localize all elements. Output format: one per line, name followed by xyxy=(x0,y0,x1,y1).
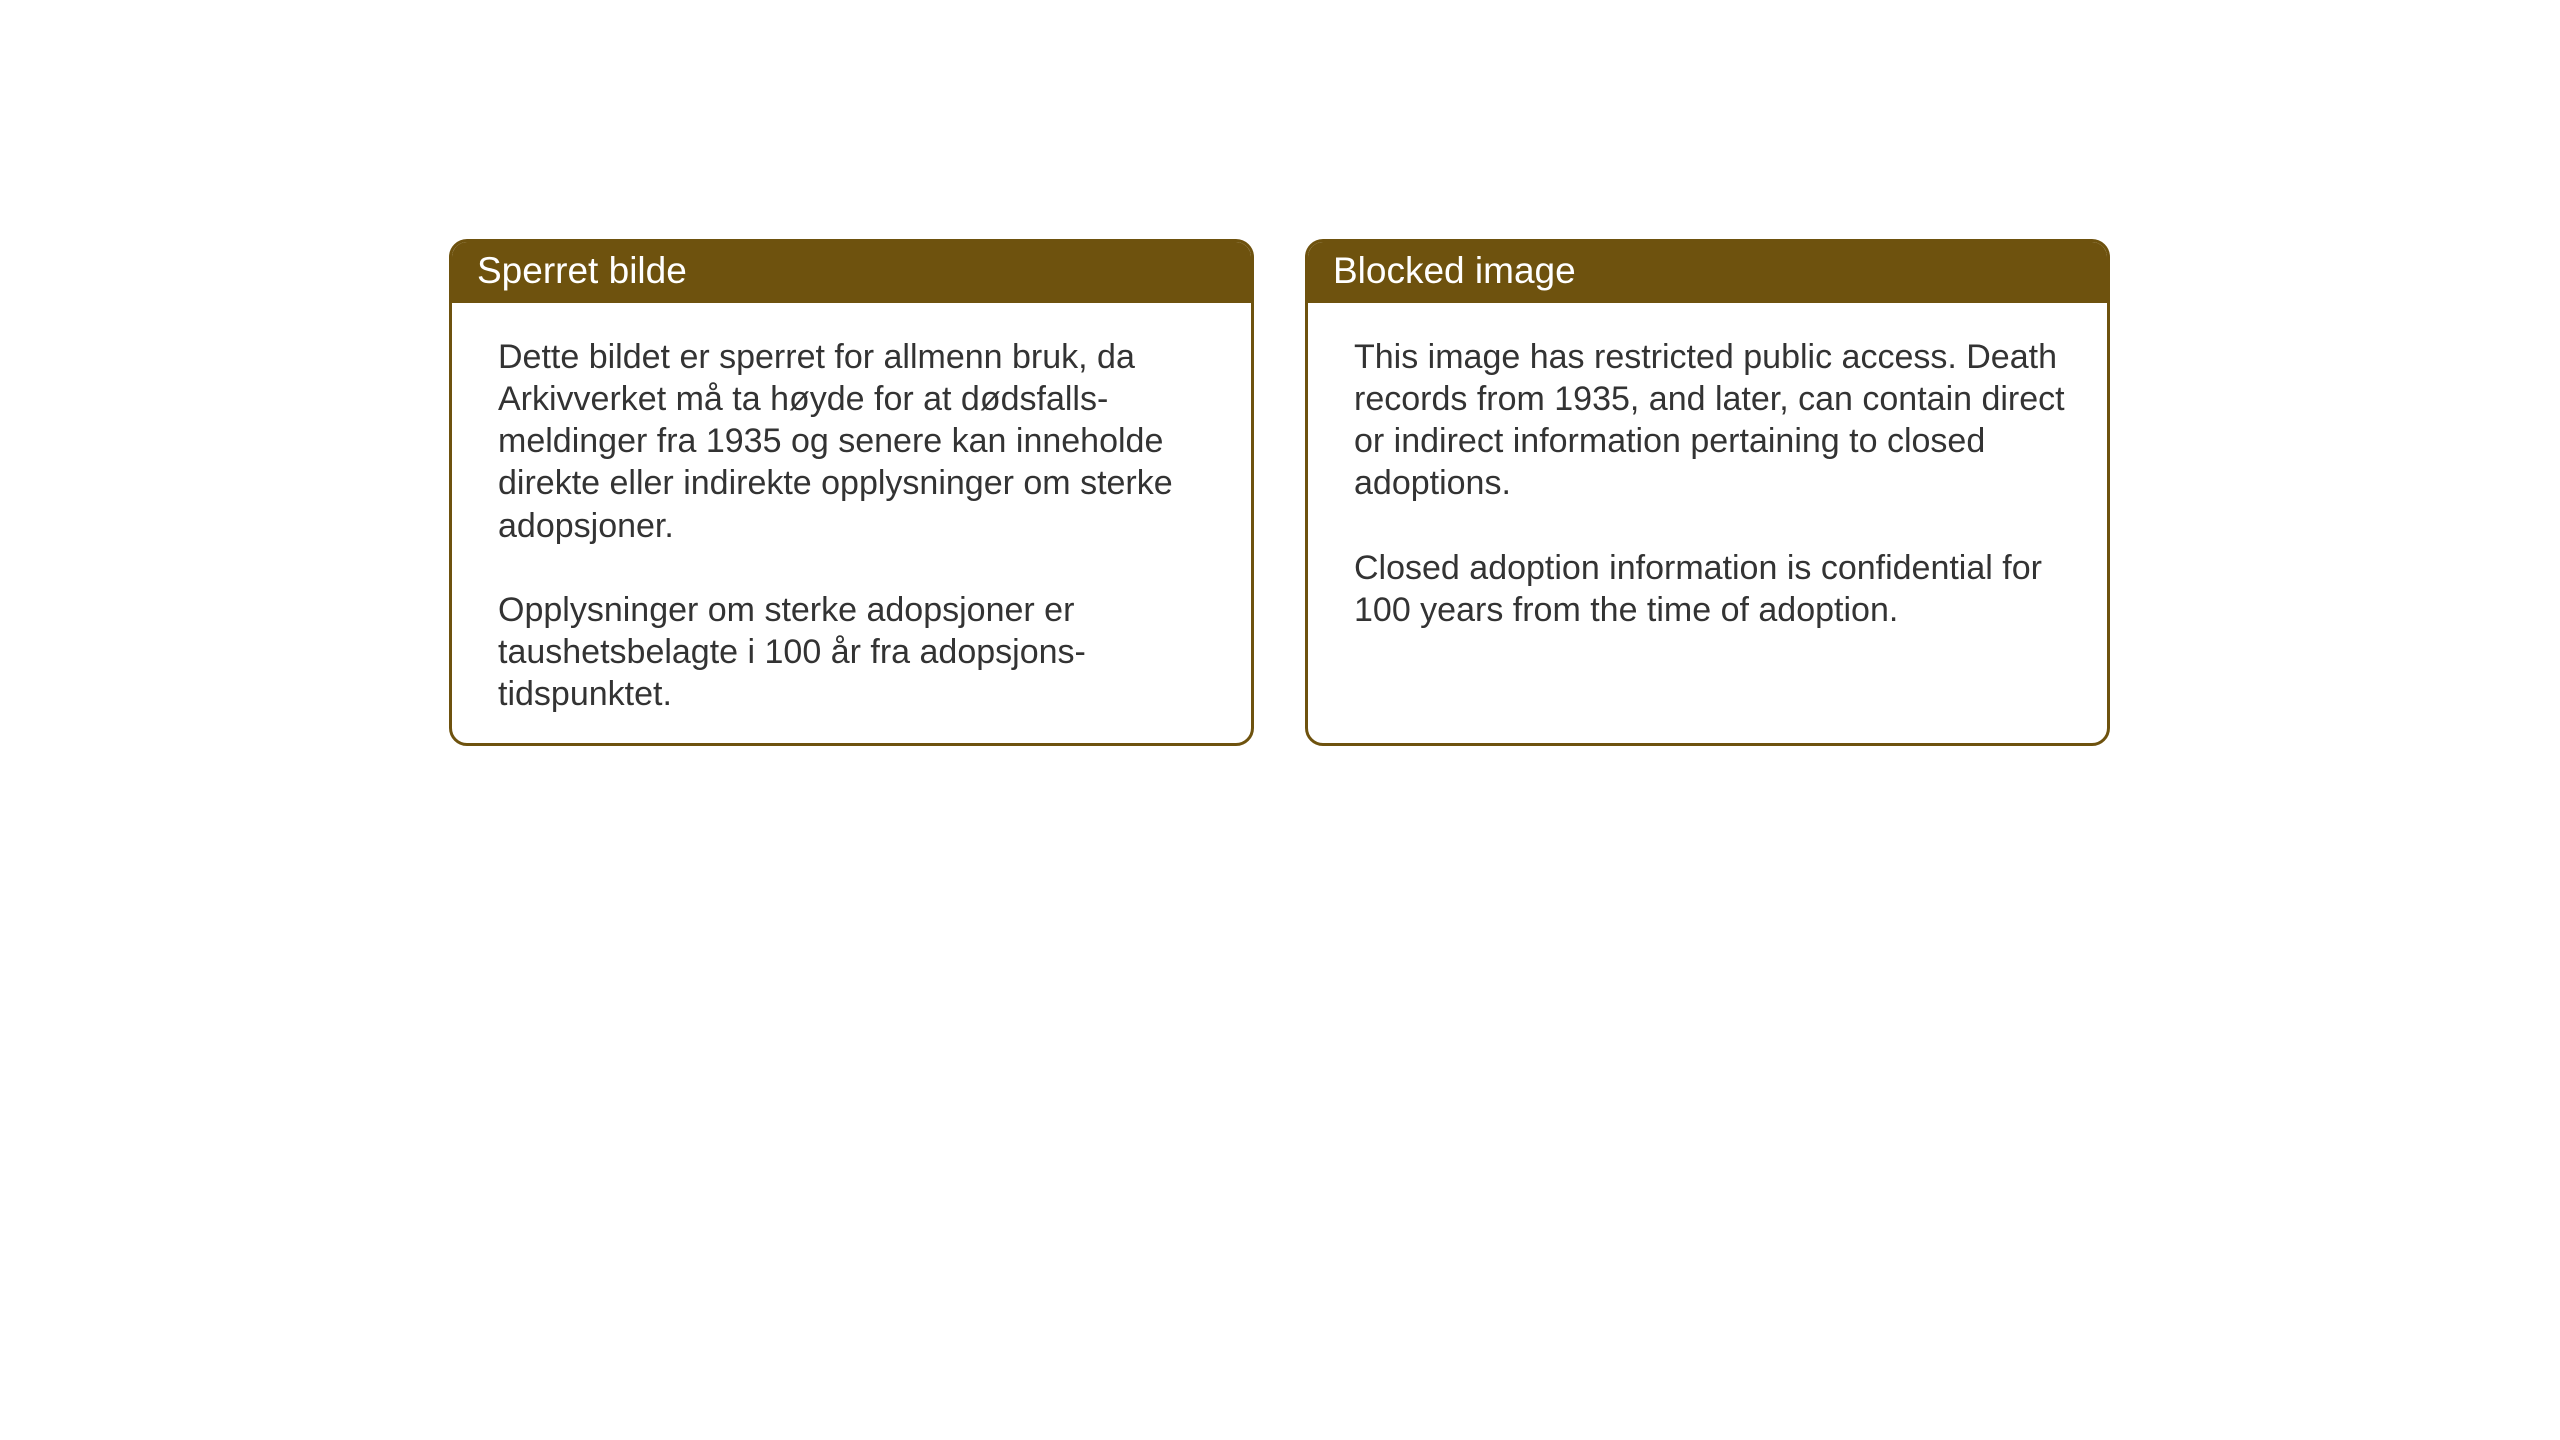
notice-card-norwegian: Sperret bilde Dette bildet er sperret fo… xyxy=(449,239,1254,746)
card-title: Blocked image xyxy=(1333,250,1576,291)
card-header-norwegian: Sperret bilde xyxy=(452,242,1251,303)
card-title: Sperret bilde xyxy=(477,250,687,291)
card-header-english: Blocked image xyxy=(1308,242,2107,303)
card-paragraph-1: This image has restricted public access.… xyxy=(1354,336,2067,505)
card-body-english: This image has restricted public access.… xyxy=(1308,303,2107,661)
notice-cards-container: Sperret bilde Dette bildet er sperret fo… xyxy=(449,239,2110,746)
card-paragraph-1: Dette bildet er sperret for allmenn bruk… xyxy=(498,336,1211,547)
card-paragraph-2: Closed adoption information is confident… xyxy=(1354,547,2067,631)
card-body-norwegian: Dette bildet er sperret for allmenn bruk… xyxy=(452,303,1251,745)
notice-card-english: Blocked image This image has restricted … xyxy=(1305,239,2110,746)
card-paragraph-2: Opplysninger om sterke adopsjoner er tau… xyxy=(498,589,1211,715)
